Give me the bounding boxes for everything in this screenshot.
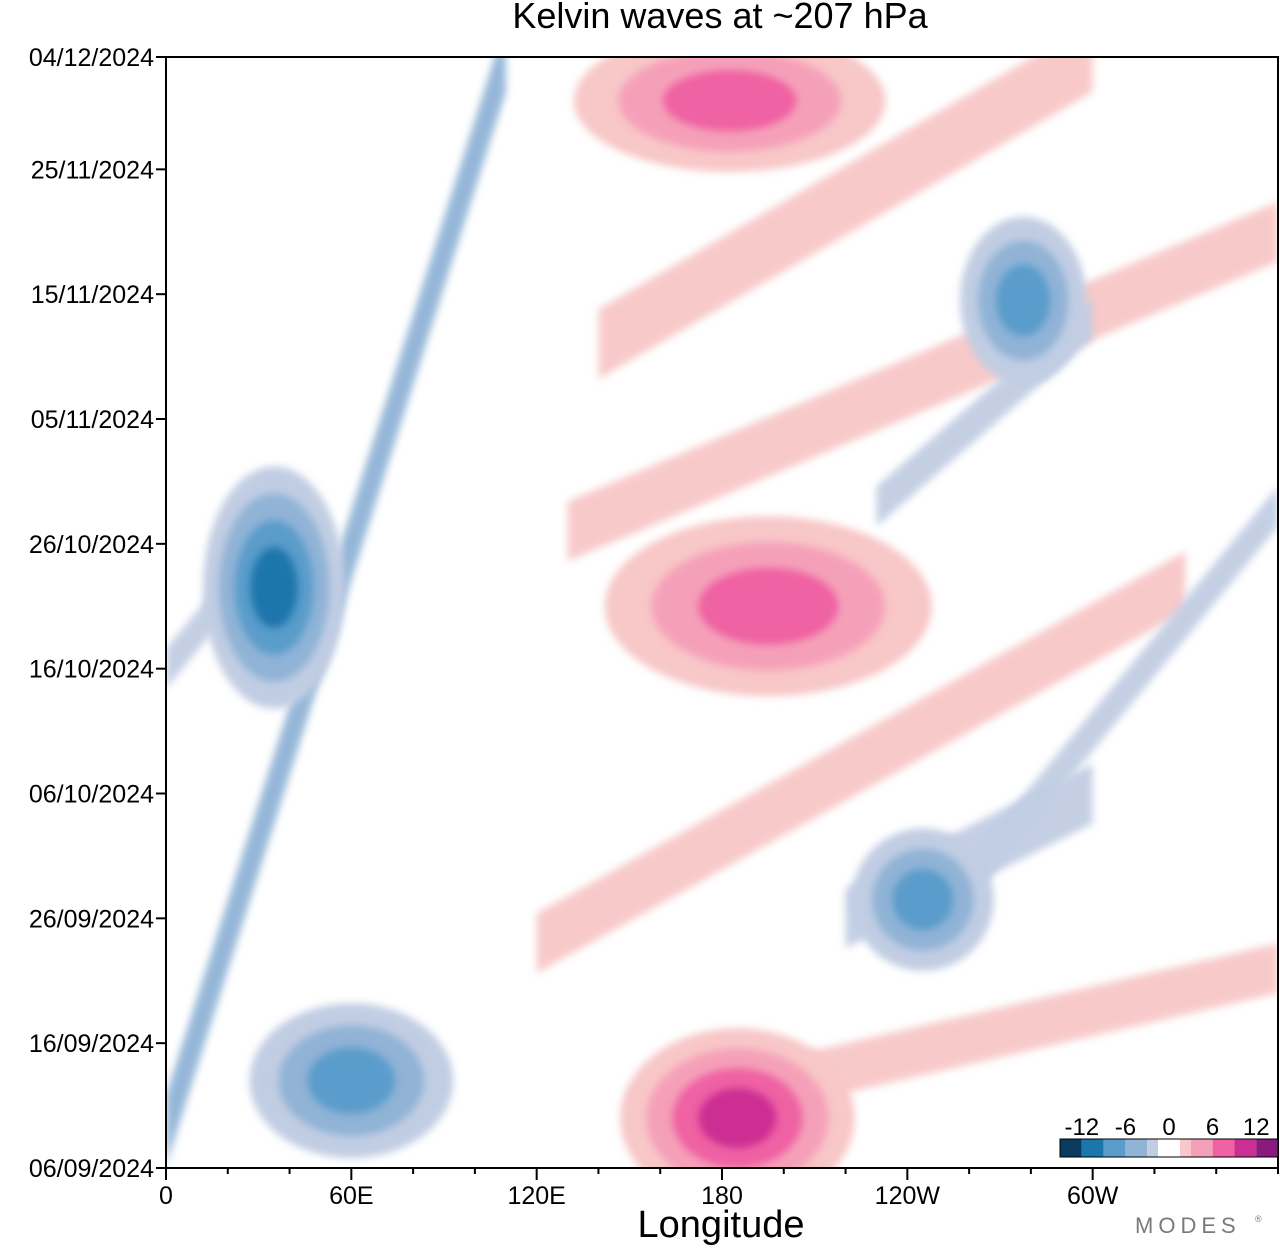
x-tick-label-3: 180 [701,1182,743,1210]
y-tick-label-9: 04/12/2024 [29,44,154,72]
colorbar-swatch [1212,1139,1235,1157]
modes-logo: MODES [1135,1213,1241,1238]
colorbar-swatch [1256,1139,1278,1157]
y-tick-label-5: 26/10/2024 [29,531,154,559]
wave-band-2 [598,57,1093,380]
y-tick-label-1: 16/09/2024 [29,1030,154,1058]
y-tick-label-8: 25/11/2024 [31,156,154,184]
wave-field [166,57,1278,1168]
wave-band-3 [536,551,1186,974]
x-axis-label: Longitude [638,1204,805,1246]
colorbar-tick-label-1: -6 [1115,1114,1136,1141]
colorbar-swatch [1103,1139,1126,1157]
colorbar-tick-label-0: -12 [1064,1114,1099,1141]
colorbar: -12 -6 0 6 12 [1059,1114,1279,1158]
y-tick-label-7: 15/11/2024 [31,281,154,309]
y-tick-label-0: 06/09/2024 [29,1155,154,1183]
colorbar-swatch [1179,1139,1191,1157]
colorbar-tick-label-3: 6 [1206,1114,1219,1141]
wave-band-7 [938,486,1278,939]
colorbar-swatch [1147,1139,1159,1157]
x-tick-label-2: 120E [507,1182,565,1210]
y-axis: 06/09/2024 16/09/2024 26/09/2024 06/10/2024… [29,44,166,1183]
wave-anomaly-3 [996,264,1051,337]
colorbar-frame [1059,1138,1279,1158]
y-tick-label-2: 26/09/2024 [29,905,154,933]
wave-anomaly-4 [698,1088,777,1149]
x-tick-label-0: 0 [159,1182,173,1210]
colorbar-swatch [1190,1139,1213,1157]
colorbar-swatch [1081,1139,1104,1157]
x-tick-label-1: 60E [329,1182,373,1210]
wave-band-1 [567,201,1278,562]
colorbar-swatch [1158,1139,1180,1157]
y-tick-label-4: 16/10/2024 [29,656,154,684]
wave-anomaly-1 [307,1047,395,1114]
colorbar-tick-label-2: 0 [1162,1114,1175,1141]
chart-title: Kelvin waves at ~207 hPa [512,0,928,36]
registered-mark: ® [1255,1214,1262,1224]
x-axis: 0 60E 120E 180 120W 60W [159,1168,1279,1210]
colorbar-swatch [1234,1139,1257,1157]
wave-anomaly-0 [250,547,298,628]
wave-anomaly-6 [662,70,797,132]
colorbar-swatch [1060,1139,1082,1157]
wave-anomaly-2 [892,869,954,931]
x-tick-label-5: 60W [1067,1182,1119,1210]
colorbar-swatch [1125,1139,1148,1157]
y-tick-label-6: 05/11/2024 [31,406,154,434]
x-tick-label-4: 120W [875,1182,941,1210]
y-tick-label-3: 06/10/2024 [29,781,154,809]
colorbar-tick-label-4: 12 [1243,1114,1270,1141]
wave-anomaly-5 [698,567,839,645]
